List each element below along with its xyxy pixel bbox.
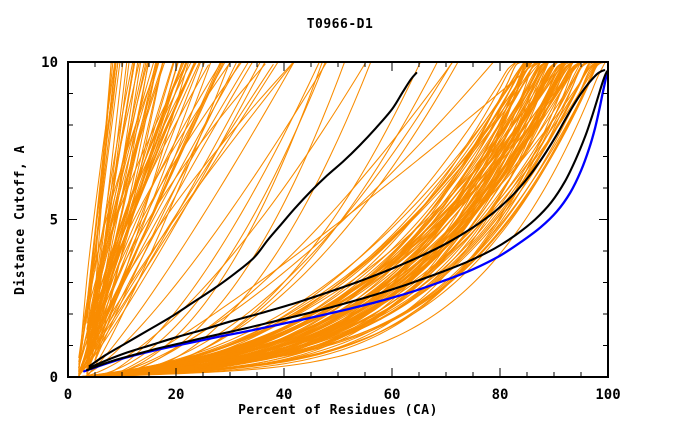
ensemble-curve: [86, 62, 254, 374]
ensemble-curve: [78, 62, 188, 365]
ensemble-curve: [86, 62, 158, 368]
ensemble-curve: [86, 62, 196, 370]
ensemble-curve: [86, 62, 226, 366]
ensemble-curve: [94, 62, 134, 293]
series-curve-reference-black-outlier: [88, 71, 418, 368]
ensemble-curve: [94, 62, 421, 377]
ensemble-curve: [86, 62, 558, 377]
x-tick-label: 60: [384, 387, 401, 403]
ensemble-curve: [86, 62, 158, 373]
curve-layer: [78, 62, 608, 377]
series-curve-reference-black-lower: [85, 70, 608, 372]
ensemble-curve: [86, 62, 249, 362]
ensemble-curve: [102, 62, 320, 377]
ensemble-curve: [102, 62, 494, 377]
x-tick-label: 0: [64, 387, 72, 403]
ensemble-curve: [94, 62, 112, 297]
ensemble-curve: [94, 62, 238, 362]
ensemble-curve: [78, 62, 212, 377]
x-axis-title: Percent of Residues (CA): [238, 403, 438, 418]
ensemble-curve: [94, 62, 582, 377]
ensemble-curve: [78, 62, 119, 368]
x-tick-label-layer: 0 20 40 60 80 100: [64, 387, 621, 403]
ensemble-curve: [86, 62, 145, 334]
ensemble-curve: [94, 62, 179, 350]
y-tick-label: 0: [50, 370, 58, 386]
x-tick-label: 40: [276, 387, 293, 403]
chart-title: T0966-D1: [306, 17, 374, 32]
ensemble-curve: [94, 62, 453, 377]
ensemble-curve: [86, 62, 606, 377]
ensemble-curve: [86, 62, 550, 377]
ensemble-curve: [86, 62, 200, 346]
y-tick-label-layer: 0 5 10: [41, 55, 58, 386]
ensemble-curve: [78, 64, 274, 376]
ensemble-curve: [94, 62, 222, 341]
ensemble-curve: [94, 62, 525, 377]
y-tick-label: 10: [41, 55, 58, 71]
ensemble-curve: [78, 62, 175, 376]
ensemble-curve: [86, 62, 328, 375]
ensemble-curve: [94, 62, 438, 377]
ensemble-curve: [86, 62, 542, 377]
ensemble-curve: [86, 62, 326, 377]
y-axis-title: Distance Cutoff, A: [13, 145, 28, 295]
ensemble-curve: [78, 62, 279, 374]
ensemble-curve: [86, 62, 231, 377]
ensemble-curve: [86, 62, 121, 318]
y-tick-label: 5: [50, 213, 58, 229]
ensemble-curve: [94, 62, 323, 377]
series-curve-reference-black-upper: [88, 69, 606, 369]
ensemble-curve: [78, 62, 114, 372]
ensemble-curve: [110, 62, 454, 377]
ensemble-curve: [86, 62, 295, 376]
ensemble-curve: [86, 62, 598, 377]
x-tick-label: 80: [492, 387, 509, 403]
ensemble-curve: [94, 62, 598, 377]
tick-layer: [67, 61, 609, 378]
ensemble-curve: [86, 62, 119, 319]
ensemble-curve: [86, 62, 295, 359]
ensemble-curve: [86, 62, 147, 342]
ensemble-curve: [78, 62, 295, 375]
x-tick-label: 20: [168, 387, 185, 403]
ensemble-curve: [78, 62, 266, 377]
ensemble-curve: [86, 62, 198, 347]
ensemble-curve: [78, 62, 116, 371]
x-tick-label: 100: [595, 387, 620, 403]
ensemble-curve: [86, 62, 155, 345]
